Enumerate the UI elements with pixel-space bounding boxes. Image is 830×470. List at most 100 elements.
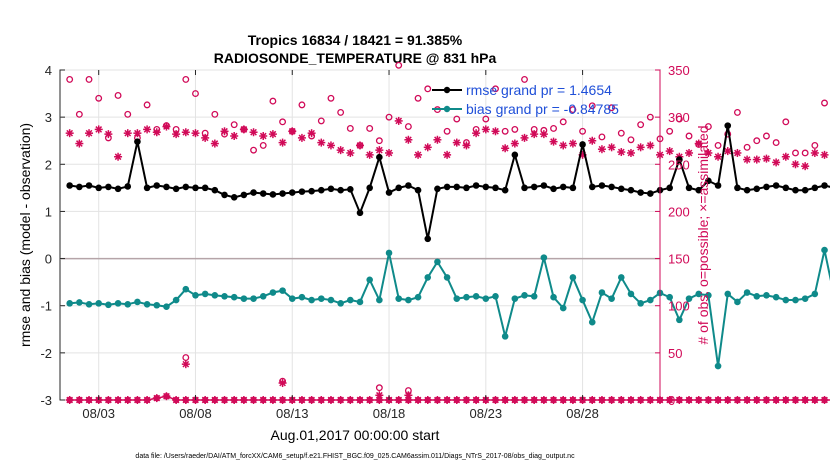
- obs-assimilated-marker: [65, 396, 74, 404]
- bias-point: [259, 292, 267, 300]
- bias-point: [269, 289, 277, 296]
- obs-assimilated-marker: [762, 396, 771, 404]
- obs-possible-marker: [492, 85, 499, 93]
- obs-assimilated-marker: [752, 155, 761, 164]
- obs-assimilated-marker: [539, 130, 548, 139]
- bias-point: [414, 293, 422, 301]
- obs-assimilated-marker: [539, 396, 548, 404]
- obs-assimilated-marker: [356, 141, 364, 150]
- rmse-point: [337, 186, 344, 194]
- rmse-point: [124, 183, 132, 190]
- y-tick-right-label: 200: [668, 204, 690, 219]
- obs-assimilated-marker: [588, 136, 597, 145]
- rmse-point: [385, 189, 393, 196]
- obs-possible-marker: [327, 94, 335, 102]
- obs-assimilated-marker: [172, 396, 181, 404]
- rmse-point: [182, 183, 190, 191]
- obs-possible-marker: [143, 101, 151, 109]
- x-tick-label: 08/28: [566, 406, 599, 421]
- rmse-point: [230, 193, 238, 201]
- obs-assimilated-marker: [297, 133, 306, 142]
- obs-assimilated-marker: [772, 396, 781, 404]
- obs-assimilated-marker: [152, 128, 161, 137]
- obs-possible-marker: [704, 123, 712, 131]
- obs-assimilated-marker: [491, 127, 500, 136]
- obs-assimilated-marker: [365, 396, 374, 404]
- obs-possible-marker: [346, 125, 354, 132]
- bias-point: [714, 362, 722, 370]
- obs-assimilated-marker: [752, 396, 761, 404]
- bias-point: [385, 249, 393, 257]
- rmse-point: [472, 182, 480, 189]
- bias-point: [192, 292, 199, 299]
- data-file-footer: data file: /Users/raeder/DAI/ATM_forcXX/…: [135, 453, 575, 460]
- obs-assimilated-marker: [317, 396, 326, 404]
- bias-point: [530, 292, 538, 300]
- rmse-point: [240, 191, 248, 199]
- obs-assimilated-marker: [772, 158, 781, 167]
- obs-assimilated-marker: [268, 130, 277, 139]
- obs-assimilated-marker: [472, 396, 481, 404]
- x-tick-label: 08/08: [179, 406, 212, 421]
- obs-assimilated-marker: [559, 396, 568, 404]
- y-tick-right-label: 250: [668, 157, 690, 172]
- obs-assimilated-marker: [104, 396, 113, 404]
- rmse-point: [579, 141, 586, 148]
- bias-point: [347, 296, 354, 304]
- obs-assimilated-marker: [714, 152, 723, 161]
- obs-assimilated-marker: [239, 396, 248, 404]
- obs-possible-marker: [521, 75, 528, 83]
- obs-assimilated-marker: [143, 125, 152, 134]
- bias-point: [792, 296, 799, 304]
- obs-assimilated-marker: [597, 396, 606, 404]
- rmse-point: [772, 182, 780, 189]
- rmse-point: [211, 186, 219, 194]
- bias-point: [724, 290, 732, 298]
- bias-point: [579, 296, 586, 304]
- obs-assimilated-marker: [423, 143, 432, 152]
- rmse-point: [530, 183, 538, 191]
- obs-assimilated-marker: [181, 128, 190, 137]
- obs-assimilated-marker: [75, 396, 84, 404]
- obs-assimilated-marker: [743, 155, 752, 164]
- y-tick-right-label: 0: [668, 393, 675, 408]
- bias-point: [801, 295, 809, 302]
- obs-assimilated-marker: [704, 148, 713, 157]
- bias-series: [66, 246, 830, 370]
- legend-rmse-label: rmse grand pr = 1.4654: [466, 82, 612, 98]
- obs-assimilated-marker: [181, 360, 190, 369]
- obs-assimilated-marker: [210, 396, 219, 404]
- rmse-point: [201, 184, 209, 192]
- rmse-point: [685, 184, 693, 192]
- obs-assimilated-marker: [472, 129, 481, 138]
- bias-point: [76, 299, 83, 306]
- obs-possible-marker: [124, 110, 132, 118]
- bias-point: [821, 246, 828, 254]
- obs-assimilated-marker: [549, 137, 558, 146]
- rmse-point: [172, 185, 180, 193]
- obs-assimilated-marker: [801, 396, 810, 404]
- obs-assimilated-marker: [810, 396, 819, 404]
- y-tick-right-label: 350: [668, 63, 690, 78]
- obs-assimilated-marker: [307, 396, 316, 404]
- bias-point: [172, 296, 180, 304]
- obs-assimilated-marker: [743, 396, 752, 404]
- obs-possible-marker: [385, 113, 393, 121]
- obs-assimilated-marker: [481, 125, 490, 134]
- rmse-point: [608, 183, 615, 191]
- bias-point: [221, 292, 228, 300]
- obs-assimilated-marker: [288, 127, 297, 136]
- obs-assimilated-marker: [65, 129, 74, 138]
- obs-assimilated-marker: [259, 132, 268, 140]
- obs-possible-marker: [317, 117, 325, 125]
- rmse-point: [153, 182, 161, 189]
- obs-assimilated-marker: [201, 133, 210, 142]
- obs-assimilated-marker: [414, 396, 423, 404]
- obs-assimilated-marker: [278, 138, 287, 147]
- y-tick-right-label: 50: [668, 346, 682, 361]
- x-axis-label: Aug.01,2017 00:00:00 start: [271, 427, 440, 443]
- obs-assimilated-marker: [762, 154, 771, 163]
- rmse-point: [424, 235, 432, 243]
- obs-assimilated-marker: [568, 396, 577, 404]
- obs-possible-marker: [598, 133, 606, 141]
